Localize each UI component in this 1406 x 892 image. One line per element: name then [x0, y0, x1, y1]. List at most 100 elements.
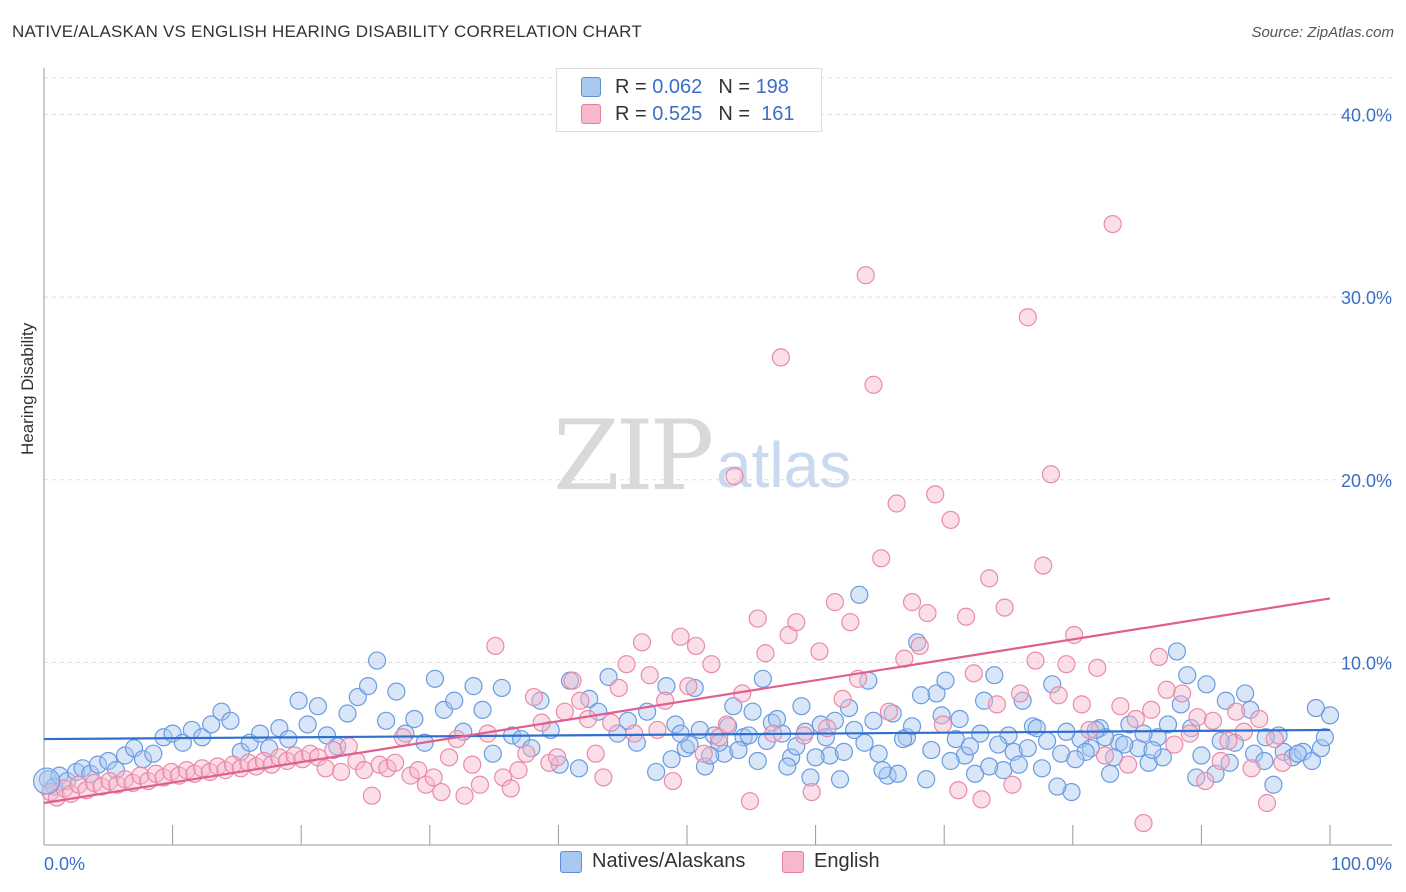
native-point	[1245, 744, 1264, 763]
native-point	[778, 757, 797, 776]
english-point	[331, 762, 351, 782]
english-point	[679, 677, 698, 696]
native-point	[748, 751, 767, 771]
native-point	[1100, 764, 1120, 783]
native-point	[850, 585, 869, 604]
bottom-legend-english: English	[782, 850, 880, 873]
legend-r-value-natives: 0.062	[652, 75, 703, 98]
english-point	[987, 695, 1007, 714]
native-point	[483, 744, 502, 763]
native-point	[279, 729, 298, 749]
legend-r-value-english: 0.525	[652, 102, 703, 125]
native-point	[144, 744, 163, 763]
native-point	[569, 759, 589, 778]
native-point	[753, 669, 772, 688]
english-point	[316, 759, 335, 778]
x-tick-label: 0.0%	[44, 854, 85, 874]
native-point	[825, 711, 844, 730]
native-point	[376, 711, 396, 730]
english-point	[555, 702, 574, 721]
english-point	[548, 748, 567, 767]
native-point	[387, 682, 406, 701]
native-point	[888, 764, 908, 783]
english-point	[463, 755, 482, 774]
native-point	[690, 720, 709, 740]
english-point	[1034, 556, 1053, 575]
native-point	[985, 666, 1004, 685]
english-point	[1126, 709, 1145, 729]
bottom-legend-label-natives: Natives/Alaskans	[592, 850, 746, 872]
native-point	[869, 744, 888, 763]
native-point	[1264, 775, 1283, 794]
english-point	[1273, 753, 1292, 772]
english-point	[1149, 647, 1169, 667]
native-point	[1076, 742, 1095, 761]
english-point	[956, 607, 976, 626]
english-point	[1242, 759, 1261, 778]
bottom-legend-swatch-natives	[560, 850, 582, 873]
native-point	[960, 737, 980, 756]
english-point	[509, 761, 528, 780]
english-point	[594, 768, 613, 787]
english-point	[486, 636, 505, 656]
english-point	[578, 709, 598, 729]
english-trend-line	[43, 597, 1331, 805]
english-point	[756, 644, 775, 663]
x-tick-label: 100.0%	[1331, 854, 1392, 874]
english-point	[1165, 735, 1184, 754]
native-point	[965, 764, 985, 783]
native-point	[1009, 755, 1028, 774]
native-point	[1086, 720, 1106, 740]
native-point	[757, 731, 776, 751]
native-point	[950, 709, 969, 729]
english-point	[725, 467, 744, 486]
native-trend-line	[43, 728, 1331, 741]
native-point	[902, 717, 922, 736]
native-point	[1236, 684, 1255, 703]
native-point	[1320, 706, 1340, 725]
native-point	[657, 677, 676, 696]
native-point	[724, 697, 743, 716]
native-point	[666, 715, 685, 734]
english-point	[424, 768, 443, 787]
y-tick-label: 20.0%	[1341, 471, 1392, 491]
native-point	[739, 726, 758, 745]
native-point	[1311, 739, 1331, 758]
native-point	[1043, 675, 1062, 694]
english-point	[1041, 465, 1061, 484]
english-point	[910, 636, 929, 656]
english-point	[1003, 775, 1022, 794]
english-point	[748, 609, 767, 628]
english-point	[1257, 793, 1277, 813]
native-point	[425, 669, 445, 688]
bottom-legend-natives: Natives/Alaskans	[560, 850, 745, 873]
native-point	[464, 677, 483, 696]
english-point	[841, 613, 860, 632]
english-point	[980, 569, 999, 588]
native-point	[662, 750, 681, 769]
native-point	[1178, 666, 1197, 685]
english-point	[656, 691, 675, 710]
native-point	[358, 677, 378, 696]
english-point	[941, 510, 960, 530]
legend-swatch-english	[581, 104, 601, 124]
legend-r-label: R =	[615, 75, 647, 98]
chart-title: NATIVE/ALASKAN VS ENGLISH HEARING DISABI…	[12, 22, 642, 41]
native-point	[1167, 642, 1187, 661]
legend-n-value-english: 161	[761, 102, 795, 125]
english-point	[1095, 746, 1115, 765]
native-point	[1032, 759, 1052, 778]
english-point	[632, 633, 652, 652]
english-point	[362, 786, 382, 805]
native-point	[729, 740, 748, 760]
english-point	[818, 719, 837, 738]
english-point	[571, 691, 590, 710]
native-point	[1104, 748, 1124, 767]
english-point	[1118, 755, 1138, 774]
english-point	[455, 786, 474, 805]
english-point	[918, 603, 937, 623]
native-point	[873, 761, 892, 780]
native-point	[1048, 777, 1067, 796]
english-point	[470, 775, 490, 794]
y-tick-label: 30.0%	[1341, 288, 1392, 308]
